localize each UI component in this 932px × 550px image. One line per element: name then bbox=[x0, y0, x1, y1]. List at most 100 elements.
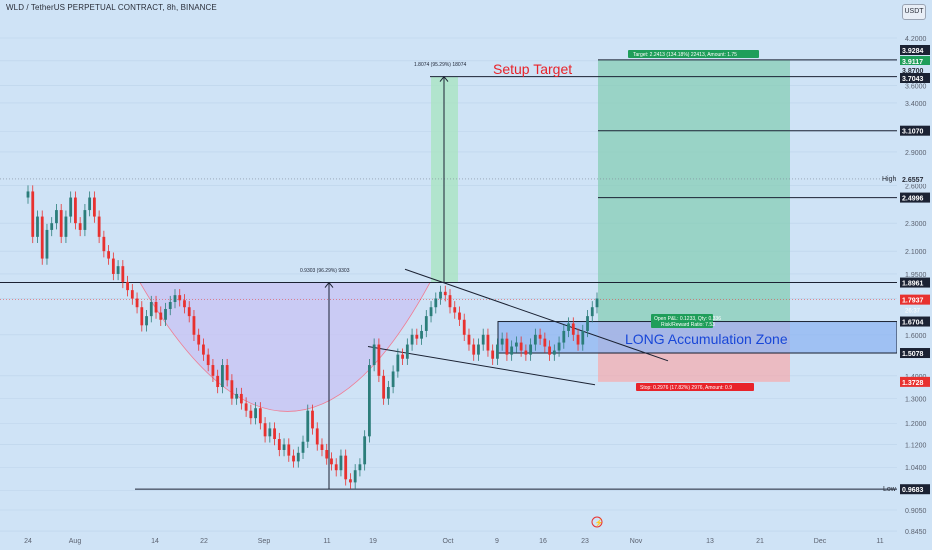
time-tick-12: 13 bbox=[706, 538, 714, 545]
price-tick-0: 4.2000 bbox=[905, 36, 927, 43]
candle-body-21 bbox=[126, 281, 129, 291]
candle-body-88 bbox=[443, 291, 447, 296]
candle-body-84 bbox=[424, 316, 428, 331]
candle-body-38 bbox=[206, 354, 210, 366]
projection-measure-label: 1.8074 (95.29%) 18074 bbox=[414, 62, 466, 68]
time-tick-1: Aug bbox=[69, 538, 82, 545]
depth-measure-label: 0.9303 (96.29%) 9303 bbox=[300, 268, 350, 274]
projection-arrow-head bbox=[439, 75, 449, 82]
candle-body-117 bbox=[581, 330, 585, 345]
price-tick-5: 2.9000 bbox=[905, 150, 927, 157]
candle-body-16 bbox=[102, 236, 106, 252]
candle-body-9 bbox=[69, 197, 73, 217]
price-tick-9: 1.9500 bbox=[905, 272, 927, 279]
candle-body-46 bbox=[244, 403, 248, 411]
candle-body-70 bbox=[358, 464, 362, 471]
candle-body-100 bbox=[500, 338, 504, 345]
candle-body-98 bbox=[491, 350, 495, 359]
price-axis-bg bbox=[897, 0, 932, 550]
candle-body-51 bbox=[268, 428, 272, 437]
candle-body-118 bbox=[586, 316, 589, 331]
candle-body-43 bbox=[230, 380, 234, 399]
candle-body-64 bbox=[330, 458, 333, 465]
time-tick-10: 23 bbox=[581, 538, 589, 545]
time-tick-15: 11 bbox=[876, 538, 883, 545]
candle-body-65 bbox=[334, 464, 338, 471]
candle-body-3 bbox=[40, 216, 44, 259]
candle-body-5 bbox=[50, 223, 54, 230]
cup-pattern bbox=[139, 282, 431, 412]
candle-body-101 bbox=[505, 338, 509, 355]
candle-series bbox=[26, 185, 599, 489]
candle-body-66 bbox=[339, 455, 343, 471]
candle-body-60 bbox=[311, 410, 314, 429]
candle-body-39 bbox=[211, 365, 215, 376]
price-label-box-3 bbox=[900, 73, 930, 83]
candle-body-57 bbox=[296, 452, 300, 462]
candle-body-34 bbox=[187, 307, 191, 317]
price-tick-7: 2.3000 bbox=[905, 221, 927, 228]
candle-body-6 bbox=[55, 210, 58, 224]
candle-body-24 bbox=[140, 307, 144, 326]
candle-body-71 bbox=[363, 436, 367, 465]
time-tick-13: 21 bbox=[756, 538, 764, 545]
low-label: Low bbox=[883, 486, 897, 493]
target-box bbox=[628, 50, 759, 58]
candle-body-107 bbox=[533, 334, 537, 345]
countdown-label: 26:37 bbox=[905, 309, 921, 315]
candle-body-19 bbox=[116, 266, 120, 274]
candle-body-11 bbox=[78, 223, 82, 230]
candle-body-58 bbox=[301, 441, 305, 453]
candle-body-83 bbox=[420, 330, 423, 339]
time-tick-2: 14 bbox=[151, 538, 159, 545]
annotations: Setup Target LONG Accumulation Zone 0.9303… bbox=[300, 50, 897, 528]
time-tick-0: 24 bbox=[24, 538, 32, 545]
candle-body-114 bbox=[567, 323, 570, 331]
time-tick-8: 9 bbox=[495, 538, 499, 545]
candle-body-75 bbox=[382, 375, 386, 399]
candle-body-103 bbox=[514, 342, 518, 347]
candle-body-76 bbox=[386, 387, 390, 399]
price-tick-2: 3.6000 bbox=[905, 83, 927, 90]
candle-body-62 bbox=[320, 444, 324, 450]
candle-body-53 bbox=[277, 439, 281, 450]
price-tick-18: 0.9050 bbox=[905, 508, 927, 515]
candle-body-4 bbox=[45, 229, 49, 259]
candle-body-45 bbox=[239, 393, 243, 404]
candle-body-14 bbox=[92, 197, 96, 217]
candle-body-40 bbox=[216, 375, 220, 388]
high-label: High bbox=[882, 176, 897, 183]
candle-body-108 bbox=[538, 334, 542, 339]
candle-body-80 bbox=[405, 344, 409, 359]
event-icon-glyph: ⚡ bbox=[595, 518, 604, 527]
chart-title: WLD / TetherUS PERPETUAL CONTRACT, 8h, B… bbox=[6, 3, 217, 12]
wedge-lower-line bbox=[367, 346, 596, 386]
candle-body-120 bbox=[595, 298, 599, 308]
candle-body-116 bbox=[576, 334, 580, 345]
price-tick-14: 1.2000 bbox=[905, 421, 927, 428]
candle-body-49 bbox=[258, 408, 262, 424]
price-label-box-0 bbox=[900, 45, 930, 55]
price-label-12: 0.9683 bbox=[902, 487, 924, 494]
price-label-11: 1.3728 bbox=[902, 380, 924, 387]
price-label-box-2 bbox=[900, 65, 930, 75]
price-axis: 4.20003.90003.60003.40003.10002.90002.60… bbox=[897, 0, 932, 550]
candle-body-68 bbox=[349, 479, 352, 483]
candle-body-93 bbox=[467, 334, 471, 345]
price-label-box-6 bbox=[900, 192, 930, 203]
candle-body-87 bbox=[439, 291, 442, 299]
candle-body-79 bbox=[401, 354, 404, 359]
time-tick-4: Sep bbox=[258, 538, 271, 545]
candle-body-35 bbox=[192, 316, 196, 335]
price-label-box-7 bbox=[900, 277, 930, 288]
price-tick-3: 3.4000 bbox=[905, 101, 927, 108]
candle-body-33 bbox=[183, 300, 186, 308]
candle-body-1 bbox=[31, 191, 35, 237]
currency-button[interactable]: USDT bbox=[902, 4, 926, 20]
candle-body-99 bbox=[496, 344, 499, 359]
candle-body-115 bbox=[571, 323, 575, 335]
candle-body-95 bbox=[477, 344, 480, 355]
candle-body-78 bbox=[396, 354, 400, 372]
price-label-9: 1.6704 bbox=[902, 320, 924, 327]
